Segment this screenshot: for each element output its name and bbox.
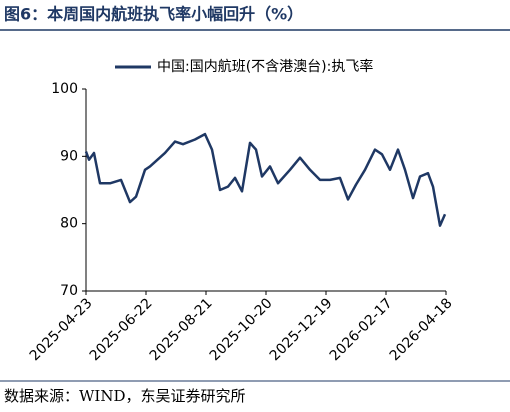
x-tick-label: 2025-12-19	[267, 295, 336, 364]
x-tick-label: 2026-02-17	[327, 295, 396, 364]
x-tick-label: 2025-08-21	[147, 295, 216, 364]
x-tick-label: 2025-10-20	[207, 295, 276, 364]
legend-label: 中国:国内航班(不含港澳台):执飞率	[157, 58, 373, 75]
line-series	[84, 132, 447, 227]
y-tick-label: 80	[60, 216, 78, 232]
y-tick-label: 100	[51, 81, 78, 97]
x-tick-label: 2026-04-18	[387, 295, 456, 364]
y-tick-label: 90	[60, 148, 78, 164]
source: 数据来源：WIND，东吴证券研究所	[4, 387, 246, 405]
x-tick-label: 2025-04-23	[27, 295, 96, 364]
x-tick-label: 2025-06-22	[87, 295, 156, 364]
chart-title: 图6：本周国内航班执飞率小幅回升（%）	[4, 5, 303, 24]
y-tick-label: 70	[60, 283, 78, 299]
